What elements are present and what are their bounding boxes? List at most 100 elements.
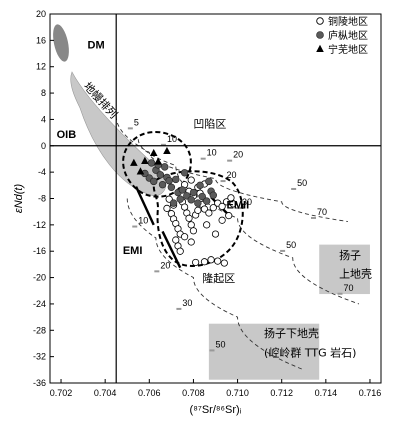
- mixing-curve-label: 70: [317, 207, 327, 217]
- data-point-tongling: [192, 258, 200, 267]
- data-point-tongling: [176, 247, 184, 255]
- data-point-tongling: [187, 221, 195, 229]
- mixing-curve-label: 10: [138, 216, 148, 226]
- data-point-tongling: [200, 205, 209, 213]
- legend-marker-luzong: [316, 31, 324, 39]
- data-point-luzong: [189, 188, 198, 197]
- data-point-luzong: [187, 196, 195, 204]
- data-point-luzong: [198, 192, 206, 201]
- x-axis-label: (⁸⁷Sr/⁸⁶Sr)ᵢ: [190, 404, 242, 416]
- mixing-curve-label: 20: [160, 260, 170, 270]
- annotation-label: (崆岭群 TTG 岩石): [264, 346, 356, 360]
- y-tick-label: -36: [33, 378, 46, 388]
- mixing-curve-label: 70: [343, 283, 353, 293]
- data-point-luzong: [158, 180, 167, 189]
- mixing-curve-label: 5: [134, 117, 139, 127]
- annotation-label: DM: [88, 39, 105, 51]
- mixing-curve-3: [126, 198, 304, 371]
- legend-label: 庐枞地区: [328, 29, 368, 42]
- data-point-luzong: [180, 169, 189, 177]
- mixing-curve-label: 20: [227, 170, 237, 180]
- data-point-tongling: [194, 206, 202, 214]
- mixing-arrow-2: [161, 230, 182, 269]
- data-point-luzong: [147, 159, 156, 167]
- y-tick-label: -16: [33, 246, 46, 256]
- x-tick-label: 0.712: [270, 388, 293, 398]
- data-point-tongling: [229, 200, 237, 208]
- data-point-tongling: [163, 204, 171, 212]
- y-tick-label: -12: [33, 220, 46, 230]
- data-point-tongling: [225, 212, 233, 220]
- legend-label: 宁芜地区: [328, 43, 368, 56]
- annotation-label: 隆起区: [202, 271, 235, 285]
- annotation-label: OIB: [57, 129, 77, 141]
- data-point-tongling: [189, 227, 198, 235]
- y-tick-label: 20: [36, 9, 46, 19]
- data-point-luzong: [194, 199, 202, 207]
- reference-lines-layer: [50, 14, 381, 383]
- annotation-label: 上地壳: [339, 267, 372, 281]
- y-tick-label: 12: [36, 62, 46, 72]
- annotation-label: 凹陷区: [193, 116, 226, 130]
- data-point-luzong: [209, 191, 217, 199]
- data-point-luzong: [150, 177, 158, 186]
- data-point-tongling: [172, 236, 180, 244]
- data-point-luzong: [176, 195, 184, 203]
- x-tick-label: 0.710: [226, 388, 249, 398]
- legend-label: 铜陵地区: [328, 15, 368, 28]
- y-tick-label: -28: [33, 325, 46, 335]
- data-point-ningwu: [149, 148, 158, 157]
- data-point-tongling: [187, 238, 195, 246]
- mixing-curve-label: 10: [207, 148, 217, 158]
- annotation-label: EMI: [123, 245, 143, 257]
- data-point-luzong: [196, 181, 204, 190]
- x-tick-label: 0.716: [359, 388, 382, 398]
- data-point-tongling: [200, 258, 209, 266]
- data-point-ningwu: [130, 158, 138, 166]
- data-point-ningwu: [136, 167, 145, 175]
- mixing-curve-label: 30: [242, 197, 252, 207]
- data-point-ningwu: [154, 157, 162, 165]
- data-point-luzong: [202, 197, 211, 205]
- x-tick-label: 0.708: [182, 388, 205, 398]
- data-point-luzong: [167, 183, 176, 191]
- x-tick-label: 0.714: [315, 388, 338, 398]
- dm-region: [53, 24, 69, 62]
- data-point-ningwu: [163, 146, 171, 155]
- mixing-curve-1: [115, 116, 348, 223]
- mixing-curve-label: 10: [167, 134, 177, 144]
- y-tick-label: -20: [33, 273, 46, 283]
- y-tick-label: 0: [41, 141, 46, 151]
- data-point-tongling: [222, 198, 231, 206]
- data-point-ningwu: [141, 156, 149, 164]
- y-tick-label: -8: [38, 194, 46, 204]
- data-point-luzong: [178, 186, 187, 194]
- lower-crust-box: [208, 323, 320, 380]
- data-point-tongling: [207, 256, 215, 264]
- mixing-curve-label: 30: [182, 298, 192, 308]
- upper-crust-box: [319, 244, 370, 295]
- mixing-curve-label: 20: [233, 150, 243, 160]
- data-point-tongling: [185, 214, 193, 222]
- data-point-luzong: [156, 171, 165, 179]
- mixing-curve-label: 50: [297, 178, 307, 188]
- annotation-label: EMII: [227, 199, 250, 211]
- data-point-luzong: [169, 199, 178, 207]
- data-point-tongling: [209, 204, 217, 212]
- legend-marker-ningwu: [316, 44, 324, 52]
- data-point-luzong: [165, 177, 173, 185]
- mixing-curve-label: 50: [286, 240, 296, 250]
- data-point-luzong: [172, 175, 180, 184]
- data-point-tongling: [218, 202, 226, 211]
- y-axis-label: εNd(t): [13, 184, 25, 214]
- mixing-arrow-1: [134, 186, 155, 226]
- data-point-tongling: [218, 216, 226, 224]
- y-tick-label: 4: [41, 114, 46, 124]
- data-point-luzong: [161, 163, 169, 171]
- y-tick-label: -24: [33, 299, 46, 309]
- data-point-tongling: [181, 233, 189, 241]
- data-point-tongling: [211, 230, 220, 238]
- data-point-tongling: [181, 203, 189, 211]
